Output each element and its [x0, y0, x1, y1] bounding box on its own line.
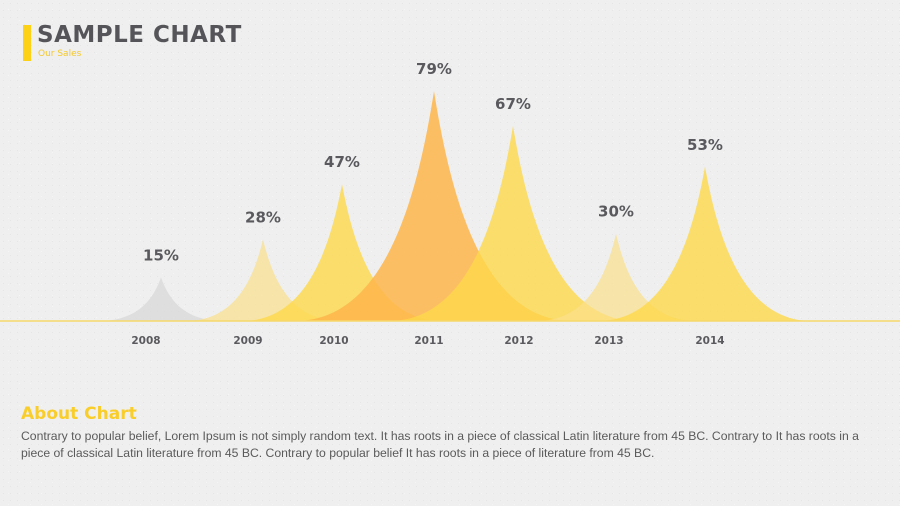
about-text: Contrary to popular belief, Lorem Ipsum …: [21, 429, 859, 460]
about-title: About Chart: [21, 404, 137, 424]
chart-peaks: [102, 91, 810, 321]
x-tick-2008: 2008: [131, 335, 160, 347]
peak-2012: [391, 126, 635, 321]
value-label-2012: 67%: [495, 95, 531, 113]
value-label-2013: 30%: [598, 203, 634, 221]
x-tick-2012: 2012: [504, 335, 533, 347]
chart-x-ticks: 2008 2009 2010 2011 2012 2013 2014: [131, 335, 724, 347]
page-title: SAMPLE CHART: [37, 22, 242, 48]
value-label-2011: 79%: [416, 60, 452, 78]
x-tick-2010: 2010: [319, 335, 348, 347]
peak-2008: [102, 277, 220, 321]
peak-2013: [539, 233, 693, 321]
chart-value-labels: 15% 28% 47% 79% 67% 30% 53%: [143, 60, 723, 264]
title-accent-bar: [23, 25, 31, 61]
x-tick-2014: 2014: [695, 335, 724, 347]
value-label-2008: 15%: [143, 246, 179, 264]
page-subtitle: Our Sales: [38, 49, 82, 59]
peak-2010: [244, 184, 440, 321]
peak-2009: [188, 239, 338, 321]
peak-2014: [600, 166, 810, 321]
value-label-2010: 47%: [324, 153, 360, 171]
value-label-2009: 28%: [245, 209, 281, 227]
x-tick-2009: 2009: [233, 335, 262, 347]
value-label-2014: 53%: [687, 136, 723, 154]
x-tick-2013: 2013: [594, 335, 623, 347]
peak-2011: [297, 91, 571, 321]
x-tick-2011: 2011: [414, 335, 443, 347]
